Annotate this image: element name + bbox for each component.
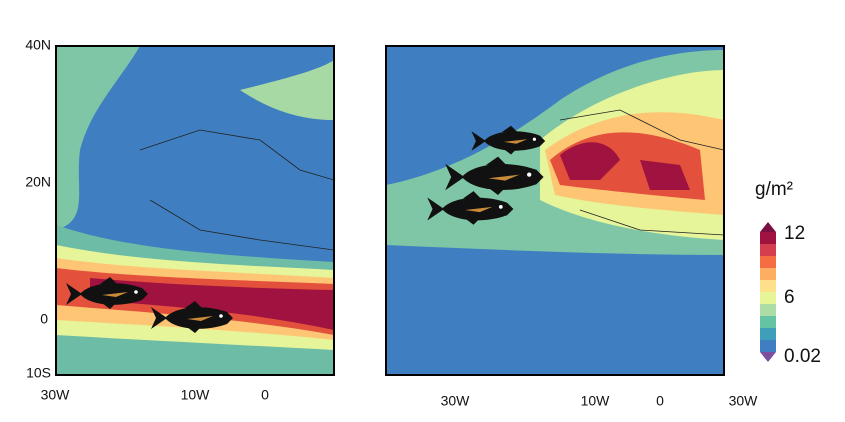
lat-label: 40N: [25, 37, 51, 53]
colorbar: [760, 222, 776, 362]
colorbar-tick-label: 6: [784, 287, 795, 308]
right-frame: [385, 45, 725, 376]
lon-label: 30W: [41, 387, 71, 403]
lon-label: 10W: [581, 393, 611, 409]
colorbar-tick-label: 12: [784, 223, 805, 244]
left-frame: [55, 45, 335, 376]
lat-label: 10S: [26, 365, 51, 381]
lon-label: 10W: [181, 387, 211, 403]
lon-label: 30W: [729, 393, 759, 409]
lon-label: 0: [656, 393, 664, 409]
lat-label: 20N: [25, 174, 51, 190]
colorbar-unit: g/m²: [755, 179, 793, 200]
lat-label: 0: [40, 311, 48, 327]
right-map: [386, 46, 724, 375]
colorbar-tick-label: 0.02: [784, 346, 821, 367]
lon-label: 30W: [441, 393, 471, 409]
lon-label: 0: [261, 387, 269, 403]
